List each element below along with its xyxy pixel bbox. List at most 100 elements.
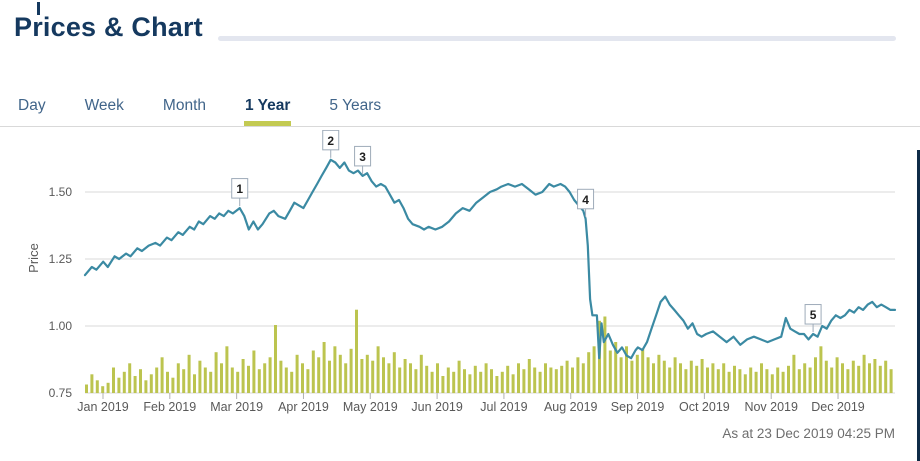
- volume-bar: [760, 363, 763, 393]
- volume-bar: [220, 363, 223, 393]
- price-volume-chart: 1.50 1.25 1.00 0.75 Price Jan 2019 Feb 2019 Mar…: [26, 130, 897, 414]
- volume-bar: [652, 363, 655, 393]
- volume-bar: [166, 371, 169, 394]
- volume-bar: [290, 371, 294, 394]
- volume-bar: [749, 367, 753, 393]
- chart-marker-2[interactable]: 2: [322, 130, 340, 151]
- volume-bar: [85, 384, 88, 393]
- x-tick-label: Jan 2019: [77, 400, 128, 414]
- volume-bar: [144, 380, 148, 394]
- x-tick-label: Aug 2019: [544, 400, 598, 414]
- volume-bar: [457, 360, 461, 393]
- volume-bar: [711, 363, 715, 393]
- volume-bar: [193, 374, 196, 393]
- volume-bar: [187, 354, 191, 394]
- volume-bar: [576, 357, 580, 393]
- volume-bar: [322, 342, 326, 393]
- x-tick-label: Sep 2019: [611, 400, 665, 414]
- volume-bar: [468, 374, 472, 393]
- volume-bar: [209, 371, 213, 394]
- volume-bar: [225, 346, 229, 394]
- volume-bar: [835, 357, 839, 393]
- volume-bar: [673, 357, 677, 393]
- volume-bar: [182, 369, 186, 393]
- volume-bar: [743, 374, 747, 393]
- volume-bar: [733, 365, 736, 393]
- volume-bar: [544, 363, 547, 393]
- volume-bar: [630, 360, 634, 393]
- volume-bar: [338, 354, 342, 394]
- marker-box: [577, 188, 595, 210]
- tab-week[interactable]: Week: [84, 97, 124, 114]
- x-tick-label: Oct 2019: [679, 400, 730, 414]
- volume-bar: [382, 357, 385, 393]
- volume-bar: [344, 363, 348, 393]
- volume-bar: [527, 359, 531, 393]
- volume-bar: [511, 374, 515, 393]
- volume-bar: [679, 363, 682, 393]
- volume-bar: [614, 342, 618, 393]
- volume-bar: [155, 367, 159, 393]
- y-tick-label: 1.50: [49, 185, 73, 199]
- volume-bar: [565, 360, 569, 393]
- volume-bar: [247, 365, 250, 393]
- volume-bar: [538, 371, 542, 394]
- volume-bar: [684, 369, 688, 393]
- volume-bar: [765, 369, 769, 393]
- volume-bar: [517, 363, 520, 393]
- volume-bar: [522, 369, 526, 393]
- chart-marker-4[interactable]: 4: [577, 188, 595, 210]
- volume-bar: [608, 350, 612, 393]
- volume-bar: [112, 367, 115, 393]
- chart-marker-3[interactable]: 3: [354, 145, 372, 167]
- marker-number: 1: [236, 182, 243, 196]
- marker-box: [322, 130, 340, 151]
- volume-bar: [371, 360, 375, 393]
- volume-bar: [500, 371, 504, 394]
- volume-bar: [301, 363, 304, 393]
- volume-bar: [436, 363, 439, 393]
- volume-bar: [122, 371, 126, 394]
- x-tick-label: Dec 2019: [811, 400, 865, 414]
- volume-bar: [727, 371, 731, 394]
- volume-bar: [776, 367, 780, 393]
- volume-bar: [149, 374, 153, 393]
- tab-day[interactable]: Day: [18, 97, 46, 114]
- tab-1-year[interactable]: 1 Year: [244, 95, 292, 126]
- volume-bar: [274, 325, 277, 393]
- tab-month[interactable]: Month: [162, 97, 207, 114]
- volume-bar: [851, 360, 855, 393]
- volume-bar: [824, 360, 828, 393]
- tab-5-years[interactable]: 5 Years: [329, 97, 382, 114]
- volume-bar: [479, 371, 483, 394]
- volume-bar: [889, 369, 893, 393]
- volume-bar: [128, 363, 132, 393]
- vertical-scrollbar-thumb[interactable]: [917, 150, 920, 461]
- volume-bar: [203, 367, 207, 393]
- volume-bar: [846, 369, 850, 393]
- chart-marker-1[interactable]: 1: [231, 178, 249, 199]
- title-divider: [218, 36, 896, 41]
- volume-bar: [139, 369, 142, 393]
- volume-bar: [592, 346, 596, 394]
- volume-bar: [862, 354, 866, 394]
- volume-bar: [830, 367, 834, 393]
- volume-bar: [360, 359, 364, 393]
- volume-bar: [430, 371, 434, 394]
- volume-bar: [533, 367, 537, 393]
- volume-bar: [414, 369, 418, 393]
- volume-bar: [117, 377, 121, 393]
- volume-bar: [279, 360, 283, 393]
- volume-bar: [252, 350, 256, 393]
- volume-bar: [770, 374, 774, 393]
- y-tick-label: 1.25: [49, 252, 73, 266]
- chart-marker-5[interactable]: 5: [804, 304, 822, 325]
- volume-bar: [646, 357, 650, 393]
- volume-bar: [106, 382, 110, 393]
- volume-bar: [495, 376, 499, 393]
- volume-bar: [311, 350, 315, 393]
- x-tick-label: Apr 2019: [278, 400, 329, 414]
- volume-bar: [463, 369, 466, 393]
- volume-bar: [425, 365, 429, 393]
- volume-bar: [657, 354, 661, 394]
